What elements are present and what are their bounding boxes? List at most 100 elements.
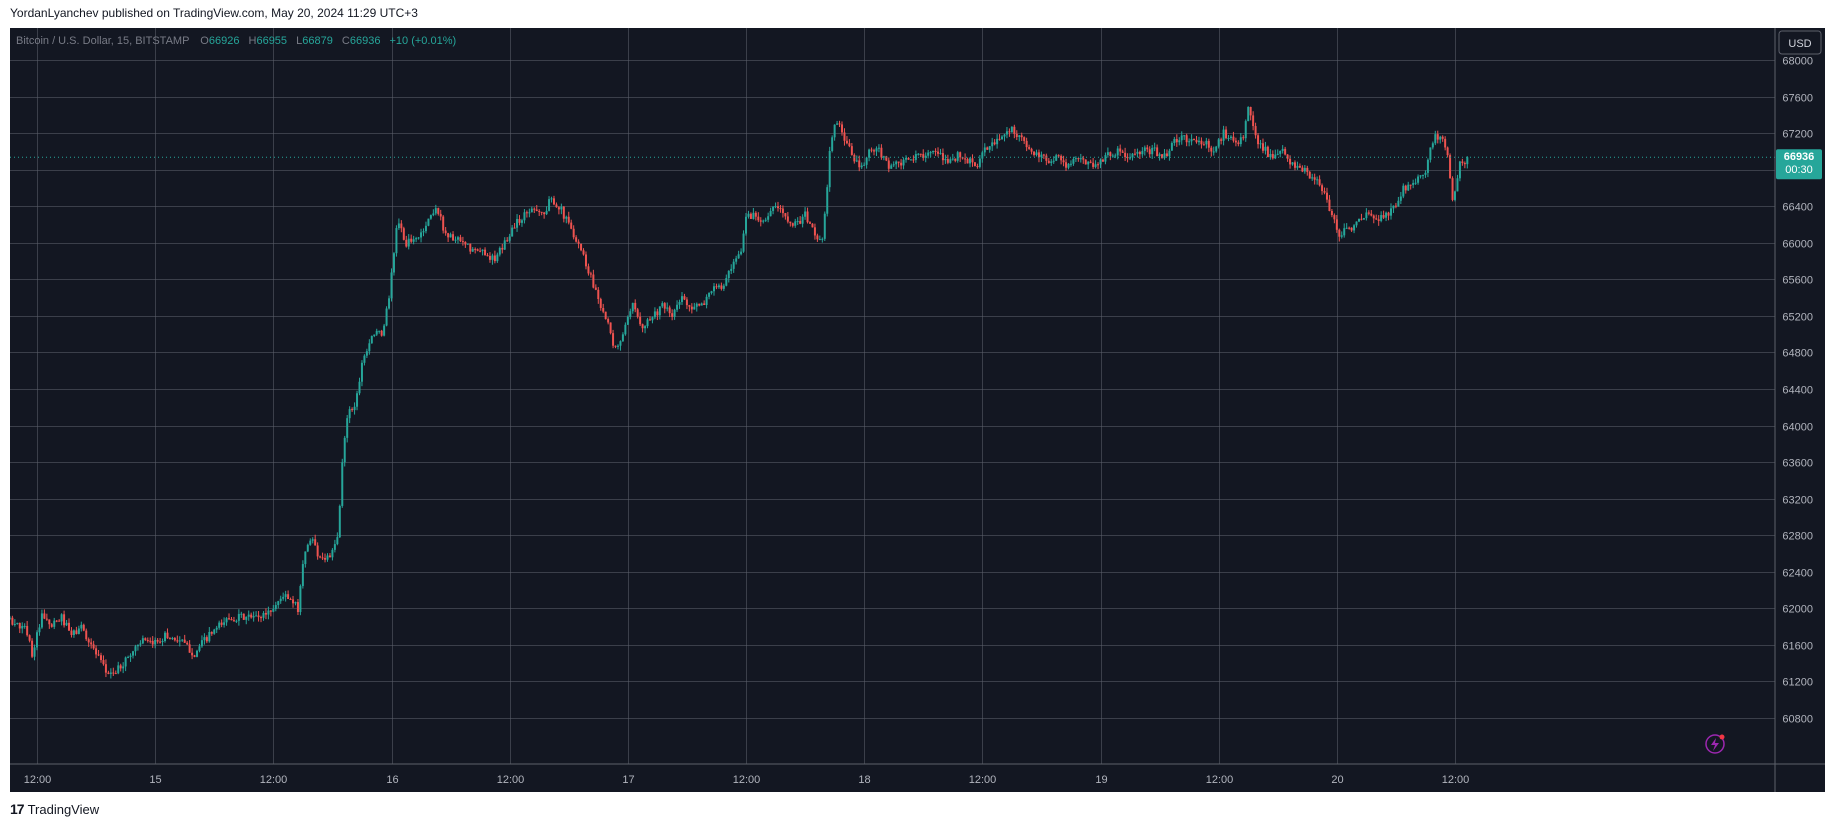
candle[interactable] bbox=[922, 149, 925, 161]
candle[interactable] bbox=[213, 628, 216, 635]
candle[interactable] bbox=[646, 317, 649, 329]
candle[interactable] bbox=[826, 184, 829, 217]
candle[interactable] bbox=[680, 292, 683, 305]
candle[interactable] bbox=[983, 143, 986, 157]
candle[interactable] bbox=[912, 155, 915, 163]
candle[interactable] bbox=[823, 211, 826, 242]
candle[interactable] bbox=[850, 142, 853, 156]
candle[interactable] bbox=[966, 157, 969, 164]
candle[interactable] bbox=[1042, 153, 1045, 159]
candle[interactable] bbox=[1404, 184, 1407, 194]
candle[interactable] bbox=[311, 537, 314, 544]
candle[interactable] bbox=[72, 629, 75, 638]
candle[interactable] bbox=[306, 543, 309, 553]
chart-svg[interactable]: 6800067600672006680066400660006560065200… bbox=[0, 28, 1825, 792]
candle[interactable] bbox=[789, 221, 792, 227]
candle[interactable] bbox=[95, 645, 98, 659]
candle[interactable] bbox=[557, 206, 560, 215]
candle[interactable] bbox=[1261, 138, 1264, 154]
candle[interactable] bbox=[373, 334, 376, 338]
candle[interactable] bbox=[523, 209, 526, 224]
candle[interactable] bbox=[456, 235, 459, 244]
candle[interactable] bbox=[420, 228, 423, 243]
candle[interactable] bbox=[1104, 152, 1107, 165]
candle[interactable] bbox=[171, 636, 174, 640]
candle[interactable] bbox=[1207, 138, 1210, 153]
candle[interactable] bbox=[11, 615, 14, 626]
candle[interactable] bbox=[1116, 146, 1119, 160]
candle[interactable] bbox=[629, 308, 632, 320]
candle[interactable] bbox=[1170, 141, 1173, 151]
candle[interactable] bbox=[1409, 184, 1412, 190]
candle[interactable] bbox=[548, 196, 551, 212]
candle[interactable] bbox=[1429, 147, 1432, 163]
candle[interactable] bbox=[1069, 160, 1072, 167]
candle[interactable] bbox=[333, 539, 336, 553]
candle[interactable] bbox=[245, 616, 248, 625]
candle[interactable] bbox=[661, 301, 664, 309]
candle[interactable] bbox=[454, 236, 457, 243]
candle[interactable] bbox=[1239, 132, 1242, 147]
candle[interactable] bbox=[602, 303, 605, 314]
candle[interactable] bbox=[1215, 145, 1218, 153]
candle[interactable] bbox=[250, 612, 253, 619]
candle[interactable] bbox=[1001, 135, 1004, 140]
candle[interactable] bbox=[1210, 145, 1213, 157]
candle[interactable] bbox=[1397, 196, 1400, 207]
candle[interactable] bbox=[877, 144, 880, 153]
candle[interactable] bbox=[949, 157, 952, 164]
candle[interactable] bbox=[1136, 148, 1139, 158]
candle[interactable] bbox=[240, 611, 243, 618]
candle[interactable] bbox=[26, 620, 29, 637]
candle[interactable] bbox=[1205, 137, 1208, 149]
candle[interactable] bbox=[1035, 149, 1038, 157]
candle[interactable] bbox=[442, 215, 445, 234]
candle[interactable] bbox=[232, 616, 235, 622]
candle[interactable] bbox=[407, 234, 410, 250]
candle[interactable] bbox=[858, 155, 861, 172]
candle[interactable] bbox=[70, 627, 73, 638]
candle[interactable] bbox=[205, 635, 208, 644]
candle[interactable] bbox=[705, 294, 708, 309]
candle[interactable] bbox=[937, 147, 940, 157]
candle[interactable] bbox=[1330, 208, 1333, 218]
candle[interactable] bbox=[1010, 126, 1013, 133]
candle[interactable] bbox=[1109, 151, 1112, 161]
candle[interactable] bbox=[8, 615, 11, 621]
candle[interactable] bbox=[1257, 133, 1260, 149]
candle[interactable] bbox=[341, 458, 344, 508]
candle[interactable] bbox=[1220, 137, 1223, 145]
candle[interactable] bbox=[395, 225, 398, 257]
candle[interactable] bbox=[262, 611, 265, 621]
candle[interactable] bbox=[218, 620, 221, 630]
candle[interactable] bbox=[1237, 140, 1240, 147]
candle[interactable] bbox=[58, 619, 61, 622]
candle[interactable] bbox=[392, 252, 395, 276]
candle[interactable] bbox=[1131, 153, 1134, 161]
candle[interactable] bbox=[1266, 145, 1269, 158]
candle[interactable] bbox=[612, 329, 615, 349]
candle[interactable] bbox=[703, 300, 706, 306]
candle[interactable] bbox=[774, 202, 777, 209]
candle[interactable] bbox=[1426, 158, 1429, 178]
candle[interactable] bbox=[151, 636, 154, 648]
candle[interactable] bbox=[1148, 146, 1151, 158]
candle[interactable] bbox=[1020, 132, 1023, 141]
candle[interactable] bbox=[296, 598, 299, 616]
candle[interactable] bbox=[1303, 164, 1306, 174]
candle[interactable] bbox=[725, 274, 728, 287]
candle[interactable] bbox=[1296, 161, 1299, 170]
candle[interactable] bbox=[917, 153, 920, 156]
candle[interactable] bbox=[565, 215, 568, 224]
candle[interactable] bbox=[444, 227, 447, 236]
candle[interactable] bbox=[880, 144, 883, 160]
candle[interactable] bbox=[277, 600, 280, 609]
candle[interactable] bbox=[712, 283, 715, 296]
candle[interactable] bbox=[383, 323, 386, 337]
candle[interactable] bbox=[181, 639, 184, 642]
candle[interactable] bbox=[708, 292, 711, 300]
candle[interactable] bbox=[907, 157, 910, 160]
candle[interactable] bbox=[621, 332, 624, 342]
candle[interactable] bbox=[400, 220, 403, 233]
candle[interactable] bbox=[959, 151, 962, 163]
